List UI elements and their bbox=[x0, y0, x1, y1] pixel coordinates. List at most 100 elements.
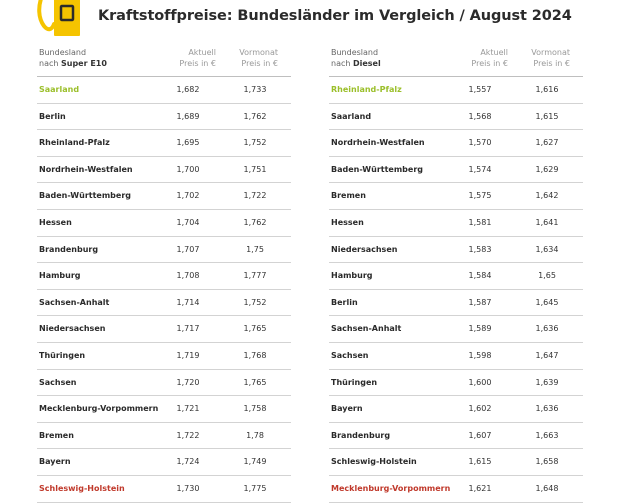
current-price: 1,695 bbox=[176, 138, 200, 148]
table-row: Sachsen 1,720 1,765 bbox=[37, 370, 291, 397]
previous-price: 1,75 bbox=[246, 244, 264, 254]
state-name: Berlin bbox=[39, 111, 66, 121]
current-price: 1,607 bbox=[468, 430, 492, 440]
state-name: Saarland bbox=[331, 111, 372, 121]
table-header: Bundesland nach Super E10 Aktuell Preis i… bbox=[37, 46, 291, 76]
state-name: Bremen bbox=[39, 430, 74, 440]
table-row: Sachsen 1,598 1,647 bbox=[329, 343, 583, 370]
table-row: Hessen 1,581 1,641 bbox=[329, 210, 583, 237]
table-row: Saarland 1,682 1,733 bbox=[37, 77, 291, 104]
previous-price: 1,627 bbox=[535, 138, 559, 148]
state-name: Sachsen bbox=[39, 377, 77, 387]
current-price: 1,587 bbox=[468, 297, 492, 307]
header-previous: Vormonat Preis in € bbox=[239, 48, 278, 68]
previous-price: 1,615 bbox=[535, 111, 559, 121]
table-header: Bundesland nach Diesel Aktuell Preis in €… bbox=[329, 46, 583, 76]
state-name: Sachsen bbox=[331, 350, 369, 360]
previous-price: 1,751 bbox=[243, 164, 267, 174]
previous-price: 1,777 bbox=[243, 271, 267, 281]
header-current: Aktuell Preis in € bbox=[179, 48, 216, 68]
state-name: Sachsen-Anhalt bbox=[39, 297, 110, 307]
table-row: Nordrhein-Westfalen 1,700 1,751 bbox=[37, 157, 291, 184]
previous-price: 1,647 bbox=[535, 350, 559, 360]
previous-price: 1,762 bbox=[243, 217, 267, 227]
table-body: Rheinland-Pfalz 1,557 1,616 Saarland 1,568 1,… bbox=[329, 76, 583, 503]
table-row: Brandenburg 1,607 1,663 bbox=[329, 423, 583, 450]
table-row: Mecklenburg-Vorpommern 1,721 1,758 bbox=[37, 396, 291, 423]
super-e10-table: Bundesland nach Super E10 Aktuell Preis i… bbox=[37, 46, 291, 503]
current-price: 1,708 bbox=[176, 271, 200, 281]
state-name: Mecklenburg-Vorpommern bbox=[39, 404, 159, 414]
state-name: Hamburg bbox=[39, 271, 81, 281]
current-price: 1,719 bbox=[176, 350, 200, 360]
header-previous: Vormonat Preis in € bbox=[531, 48, 570, 68]
state-name: Rheinland-Pfalz bbox=[331, 85, 402, 94]
current-price: 1,722 bbox=[176, 430, 200, 440]
current-price: 1,717 bbox=[176, 324, 200, 334]
table-row: Niedersachsen 1,717 1,765 bbox=[37, 316, 291, 343]
current-price: 1,714 bbox=[176, 297, 200, 307]
table-row: Berlin 1,689 1,762 bbox=[37, 104, 291, 131]
diesel-table: Bundesland nach Diesel Aktuell Preis in €… bbox=[329, 46, 583, 503]
state-name: Berlin bbox=[331, 297, 358, 307]
current-price: 1,568 bbox=[468, 111, 492, 121]
previous-price: 1,722 bbox=[243, 191, 267, 201]
state-name: Hamburg bbox=[331, 271, 373, 281]
state-name: Bayern bbox=[39, 457, 71, 467]
previous-price: 1,658 bbox=[535, 457, 559, 467]
current-price: 1,724 bbox=[176, 457, 200, 467]
current-price: 1,584 bbox=[468, 271, 492, 281]
table-row: Bayern 1,724 1,749 bbox=[37, 449, 291, 476]
previous-price: 1,636 bbox=[535, 324, 559, 334]
state-name: Baden-Württemberg bbox=[331, 164, 424, 174]
state-name: Bayern bbox=[331, 404, 363, 414]
previous-price: 1,65 bbox=[538, 271, 556, 281]
table-row: Thüringen 1,719 1,768 bbox=[37, 343, 291, 370]
header: Kraftstoffpreise: Bundesländer im Vergle… bbox=[0, 0, 640, 38]
previous-price: 1,629 bbox=[535, 164, 559, 174]
table-row: Bremen 1,722 1,78 bbox=[37, 423, 291, 450]
state-name: Baden-Württemberg bbox=[39, 191, 132, 201]
current-price: 1,707 bbox=[176, 244, 200, 254]
previous-price: 1,749 bbox=[243, 457, 267, 467]
table-row: Niedersachsen 1,583 1,634 bbox=[329, 237, 583, 264]
table-row: Brandenburg 1,707 1,75 bbox=[37, 237, 291, 264]
table-row: Hessen 1,704 1,762 bbox=[37, 210, 291, 237]
fuel-pump-icon bbox=[37, 0, 80, 36]
current-price: 1,704 bbox=[176, 217, 200, 227]
previous-price: 1,733 bbox=[243, 85, 267, 94]
state-name: Bremen bbox=[331, 191, 366, 201]
table-row: Sachsen-Anhalt 1,589 1,636 bbox=[329, 316, 583, 343]
page-title: Kraftstoffpreise: Bundesländer im Vergle… bbox=[98, 8, 572, 24]
previous-price: 1,768 bbox=[243, 350, 267, 360]
state-name: Nordrhein-Westfalen bbox=[39, 164, 133, 174]
current-price: 1,581 bbox=[468, 217, 492, 227]
current-price: 1,602 bbox=[468, 404, 492, 414]
state-name: Thüringen bbox=[331, 377, 378, 387]
table-row: Baden-Württemberg 1,702 1,722 bbox=[37, 183, 291, 210]
current-price: 1,689 bbox=[176, 111, 200, 121]
current-price: 1,574 bbox=[468, 164, 492, 174]
header-bundesland: Bundesland nach Super E10 bbox=[39, 48, 107, 68]
previous-price: 1,642 bbox=[535, 191, 559, 201]
table-row: Thüringen 1,600 1,639 bbox=[329, 370, 583, 397]
previous-price: 1,663 bbox=[535, 430, 559, 440]
current-price: 1,702 bbox=[176, 191, 200, 201]
state-name: Sachsen-Anhalt bbox=[331, 324, 402, 334]
state-name: Thüringen bbox=[39, 350, 86, 360]
current-price: 1,682 bbox=[176, 85, 200, 94]
current-price: 1,575 bbox=[468, 191, 492, 201]
current-price: 1,615 bbox=[468, 457, 492, 467]
table-row: Schleswig-Holstein 1,615 1,658 bbox=[329, 449, 583, 476]
header-current: Aktuell Preis in € bbox=[471, 48, 508, 68]
table-row: Baden-Württemberg 1,574 1,629 bbox=[329, 157, 583, 184]
previous-price: 1,639 bbox=[535, 377, 559, 387]
table-row: Nordrhein-Westfalen 1,570 1,627 bbox=[329, 130, 583, 157]
previous-price: 1,765 bbox=[243, 324, 267, 334]
state-name: Brandenburg bbox=[331, 430, 391, 440]
state-name: Saarland bbox=[39, 85, 80, 94]
state-name: Nordrhein-Westfalen bbox=[331, 138, 425, 148]
header-bundesland: Bundesland nach Diesel bbox=[331, 48, 381, 68]
table-body: Saarland 1,682 1,733 Berlin 1,689 1,762 Rheinl… bbox=[37, 76, 291, 503]
state-name: Brandenburg bbox=[39, 244, 99, 254]
